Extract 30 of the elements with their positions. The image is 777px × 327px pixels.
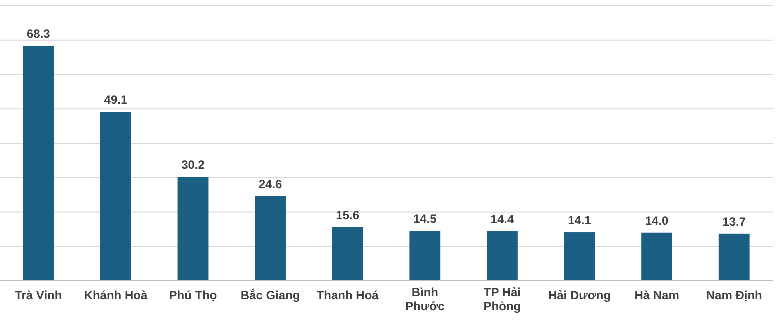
bar — [332, 227, 364, 281]
x-tick-label: Bắc Giang — [240, 288, 300, 303]
data-label: 13.7 — [722, 214, 746, 229]
x-tick-label: Hải Dương — [548, 288, 612, 303]
bar — [255, 196, 286, 281]
bar — [178, 177, 209, 281]
x-tick-label: Bình Phước — [406, 286, 446, 314]
x-tick-label: Thanh Hoá — [316, 288, 380, 303]
bar — [486, 232, 518, 281]
bar — [718, 234, 750, 281]
x-tick-label: Khánh Hoà — [84, 288, 148, 303]
x-tick-label: TP Hải Phòng — [484, 286, 522, 314]
x-tick-label: Trà Vinh — [15, 288, 62, 303]
x-tick-label: Hà Nam — [634, 288, 680, 303]
data-label: 14.0 — [645, 214, 670, 228]
data-label: 24.6 — [258, 177, 283, 192]
data-label: 14.1 — [568, 214, 592, 228]
data-label: 49.1 — [104, 93, 128, 108]
x-tick-label: Nam Định — [706, 288, 762, 303]
data-label: 68.3 — [26, 27, 51, 42]
bar — [642, 232, 673, 281]
bar — [100, 112, 132, 281]
bar — [23, 46, 54, 281]
data-label: 30.2 — [182, 158, 206, 172]
data-label: 14.4 — [490, 212, 514, 226]
x-tick-label: Phú Thọ — [169, 288, 218, 303]
data-label: 14.5 — [413, 212, 438, 226]
data-label: 15.6 — [336, 208, 360, 222]
bar — [410, 231, 441, 281]
bar — [564, 232, 596, 281]
